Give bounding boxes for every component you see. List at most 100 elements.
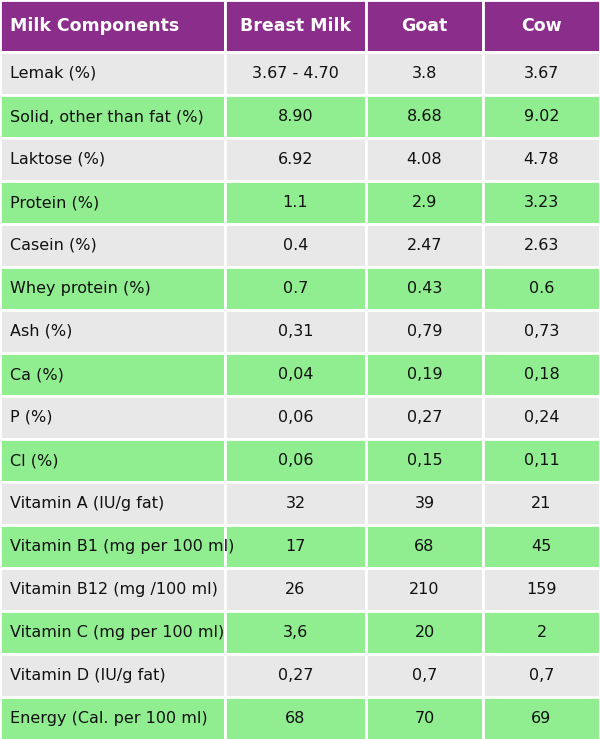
Text: Cow: Cow [521,17,562,35]
Text: 6.92: 6.92 [278,152,313,167]
Bar [483,568,600,611]
Text: 4.78: 4.78 [524,152,559,167]
Bar [225,267,366,310]
Bar [225,568,366,611]
Text: Vitamin A (IU/g fat): Vitamin A (IU/g fat) [10,496,164,511]
Bar [483,0,600,52]
Bar [483,482,600,525]
Text: 2.9: 2.9 [412,195,437,210]
Text: 0,31: 0,31 [278,324,313,339]
Text: 0,73: 0,73 [524,324,559,339]
Text: Protein (%): Protein (%) [10,195,99,210]
Bar [366,697,483,739]
Text: 0.4: 0.4 [283,238,308,253]
Bar [0,654,225,697]
Text: Vitamin C (mg per 100 ml): Vitamin C (mg per 100 ml) [10,625,224,640]
Text: 0,79: 0,79 [407,324,442,339]
Text: 0,27: 0,27 [407,410,442,425]
Bar [0,138,225,181]
Text: 0.43: 0.43 [407,281,442,296]
Text: 0,04: 0,04 [278,367,313,382]
Bar [483,52,600,95]
Text: Cl (%): Cl (%) [10,453,59,468]
Bar [366,181,483,224]
Text: 32: 32 [286,496,305,511]
Bar [225,525,366,568]
Text: 21: 21 [532,496,551,511]
Text: 0,7: 0,7 [412,668,437,683]
Bar [483,95,600,138]
Bar [483,353,600,396]
Text: 39: 39 [415,496,434,511]
Text: Vitamin B12 (mg /100 ml): Vitamin B12 (mg /100 ml) [10,582,218,597]
Text: Goat: Goat [401,17,448,35]
Bar [0,95,225,138]
Text: 0,24: 0,24 [524,410,559,425]
Bar [0,482,225,525]
Bar [366,525,483,568]
Text: Laktose (%): Laktose (%) [10,152,105,167]
Text: P (%): P (%) [10,410,53,425]
Bar [366,568,483,611]
Text: 1.1: 1.1 [283,195,308,210]
Text: 68: 68 [286,711,305,726]
Text: 210: 210 [409,582,440,597]
Text: 0,06: 0,06 [278,453,313,468]
Bar [0,224,225,267]
Text: Ash (%): Ash (%) [10,324,73,339]
Text: 4.08: 4.08 [407,152,442,167]
Text: 3.23: 3.23 [524,195,559,210]
Bar [225,52,366,95]
Bar [225,396,366,439]
Bar [225,697,366,739]
Text: 0,11: 0,11 [524,453,559,468]
Text: 0,7: 0,7 [529,668,554,683]
Text: Breast Milk: Breast Milk [240,17,351,35]
Bar [225,353,366,396]
Bar [366,353,483,396]
Bar [366,439,483,482]
Text: 2.63: 2.63 [524,238,559,253]
Bar [225,654,366,697]
Bar [0,396,225,439]
Bar [366,396,483,439]
Text: Lemak (%): Lemak (%) [10,66,96,81]
Text: 2.47: 2.47 [407,238,442,253]
Text: Ca (%): Ca (%) [10,367,64,382]
Text: Vitamin D (IU/g fat): Vitamin D (IU/g fat) [10,668,166,683]
Text: Milk Components: Milk Components [10,17,179,35]
Text: 0,18: 0,18 [524,367,559,382]
Bar [225,439,366,482]
Bar [483,654,600,697]
Text: 0.7: 0.7 [283,281,308,296]
Bar [366,611,483,654]
Text: 70: 70 [415,711,434,726]
Bar [483,224,600,267]
Bar [225,181,366,224]
Bar [225,482,366,525]
Text: 9.02: 9.02 [524,109,559,124]
Bar [483,181,600,224]
Text: Whey protein (%): Whey protein (%) [10,281,151,296]
Bar [483,138,600,181]
Text: 0,27: 0,27 [278,668,313,683]
Bar [0,0,225,52]
Bar [0,525,225,568]
Text: Solid, other than fat (%): Solid, other than fat (%) [10,109,204,124]
Text: Energy (Cal. per 100 ml): Energy (Cal. per 100 ml) [10,711,208,726]
Text: 8.68: 8.68 [407,109,442,124]
Bar [366,95,483,138]
Bar [0,611,225,654]
Bar [366,482,483,525]
Text: 0.6: 0.6 [529,281,554,296]
Text: 45: 45 [532,539,551,554]
Text: 2: 2 [536,625,547,640]
Text: 68: 68 [415,539,434,554]
Bar [0,52,225,95]
Text: Vitamin B1 (mg per 100 ml): Vitamin B1 (mg per 100 ml) [10,539,235,554]
Bar [225,95,366,138]
Text: Casein (%): Casein (%) [10,238,97,253]
Bar [366,224,483,267]
Bar [225,310,366,353]
Bar [225,138,366,181]
